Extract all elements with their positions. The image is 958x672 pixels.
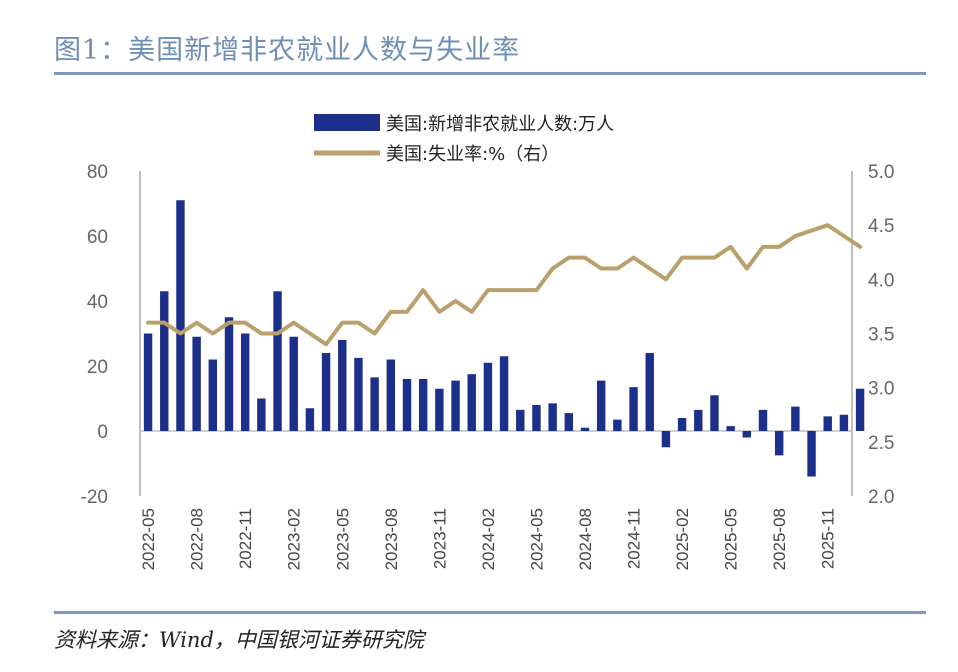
left-tick-label: 0: [97, 422, 108, 443]
bar-2023-12: [451, 380, 460, 432]
top-rule: [54, 72, 926, 75]
bar-2022-08: [192, 336, 201, 431]
bar-2024-12: [645, 353, 654, 431]
bar-2025-07: [758, 409, 768, 432]
x-tick-label: 2023-02: [285, 508, 304, 570]
bar-undefined: [855, 388, 865, 431]
x-tick-label: 2025-11: [819, 508, 838, 569]
bar-2024-07: [564, 413, 574, 432]
bar-2023-10: [418, 379, 428, 431]
bar-2023-08: [386, 359, 396, 431]
x-tick-label: 2025-08: [770, 508, 789, 570]
bar-2023-04: [321, 353, 331, 431]
left-tick-label: 40: [87, 292, 108, 313]
bar-2023-07: [370, 377, 379, 432]
bar-2025-02: [677, 418, 687, 431]
bar-2022-06: [160, 291, 169, 431]
bar-2024-08: [580, 427, 590, 431]
bar-2022-09: [208, 359, 218, 431]
bar-2025-10: [807, 431, 816, 477]
bar-2024-03: [499, 356, 509, 431]
bar-2023-05: [338, 340, 347, 431]
bar-2023-11: [435, 388, 444, 431]
bar-2024-01: [467, 374, 476, 432]
bar-2025-08: [774, 431, 784, 456]
left-tick-label: 80: [87, 162, 108, 183]
legend-bar-swatch: [314, 114, 380, 131]
left-tick-label: 20: [87, 357, 108, 378]
bar-2023-02: [289, 336, 298, 431]
x-tick-label: 2024-02: [479, 508, 498, 570]
figure-title: 图1：美国新增非农就业人数与失业率: [54, 35, 521, 66]
bar-2025-03: [694, 409, 703, 432]
x-tick-label: 2022-05: [139, 508, 158, 570]
bar-2022-11: [240, 333, 250, 431]
right-tick-label: 3.0: [868, 379, 894, 400]
right-tick-label: 5.0: [868, 162, 894, 183]
x-tick-label: 2024-05: [527, 508, 546, 570]
right-tick-label: 4.5: [868, 216, 894, 237]
bar-2024-09: [596, 380, 606, 432]
bar-2023-01: [273, 291, 282, 431]
bar-2024-05: [532, 405, 541, 431]
bar-2023-03: [305, 408, 315, 431]
left-tick-label: 60: [87, 227, 108, 248]
bar-2024-04: [516, 409, 525, 432]
legend-line-label: 美国:失业率:%（右）: [386, 144, 559, 165]
x-tick-label: 2024-11: [625, 508, 644, 569]
x-tick-label: 2023-05: [333, 508, 352, 570]
bottom-rule: [54, 611, 926, 614]
right-tick-label: 4.0: [868, 270, 894, 291]
left-tick-label: -20: [81, 487, 108, 508]
bar-2024-06: [548, 403, 557, 432]
bar-2022-07: [176, 200, 185, 431]
right-tick-label: 3.5: [868, 325, 894, 346]
x-tick-label: 2022-11: [236, 508, 255, 569]
source-note: 资料来源：Wind，中国银河证券研究院: [54, 628, 424, 652]
x-tick-label: 2022-08: [188, 508, 207, 570]
bar-2024-10: [613, 419, 622, 432]
x-tick-label: 2023-11: [430, 508, 449, 569]
bar-2025-09: [791, 406, 800, 432]
x-tick-label: 2024-08: [576, 508, 595, 570]
bar-2025-01: [661, 431, 671, 448]
bar-2023-09: [402, 379, 412, 431]
bar-2025-04: [710, 395, 719, 431]
bar-2023-06: [354, 357, 363, 432]
unemployment-rate-line: [146, 223, 863, 347]
right-tick-label: 2.5: [868, 433, 894, 454]
bar-2025-11: [823, 416, 832, 432]
bar-2025-05: [726, 426, 735, 432]
x-tick-label: 2023-08: [382, 508, 401, 570]
bar-2025-06: [742, 431, 752, 438]
bar-2022-05: [143, 333, 153, 431]
right-tick-label: 2.0: [868, 487, 894, 508]
legend-bar-label: 美国:新增非农就业人数:万人: [386, 114, 614, 135]
bar-2025-12: [839, 414, 849, 431]
x-tick-label: 2025-02: [673, 508, 692, 570]
bar-2022-10: [224, 317, 234, 431]
bar-2024-11: [629, 387, 638, 432]
x-tick-label: 2025-05: [722, 508, 741, 570]
bar-2024-02: [483, 362, 493, 431]
bar-2022-12: [257, 398, 266, 431]
